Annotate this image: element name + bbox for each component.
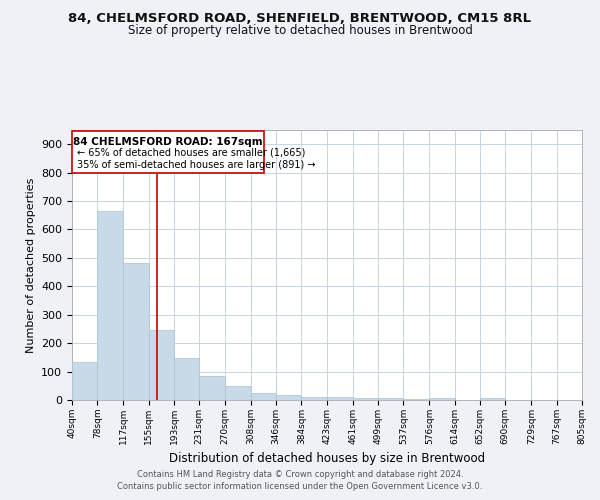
Bar xyxy=(301,397,328,400)
Bar xyxy=(328,398,353,400)
Text: Size of property relative to detached houses in Brentwood: Size of property relative to detached ho… xyxy=(128,24,472,37)
Bar xyxy=(353,398,378,400)
Bar xyxy=(480,398,505,400)
Text: Contains public sector information licensed under the Open Government Licence v3: Contains public sector information licen… xyxy=(118,482,482,491)
Bar xyxy=(378,398,403,400)
Bar xyxy=(199,376,226,400)
FancyBboxPatch shape xyxy=(72,132,264,172)
Text: Contains HM Land Registry data © Crown copyright and database right 2024.: Contains HM Land Registry data © Crown c… xyxy=(137,470,463,479)
Y-axis label: Number of detached properties: Number of detached properties xyxy=(26,178,35,352)
Bar xyxy=(226,386,251,400)
Bar xyxy=(97,211,124,400)
Bar xyxy=(403,398,430,400)
Bar xyxy=(124,262,149,400)
Text: 84, CHELMSFORD ROAD, SHENFIELD, BRENTWOOD, CM15 8RL: 84, CHELMSFORD ROAD, SHENFIELD, BRENTWOO… xyxy=(68,12,532,26)
Bar xyxy=(149,330,174,400)
X-axis label: Distribution of detached houses by size in Brentwood: Distribution of detached houses by size … xyxy=(169,452,485,466)
Text: 84 CHELMSFORD ROAD: 167sqm: 84 CHELMSFORD ROAD: 167sqm xyxy=(73,137,263,147)
Bar xyxy=(430,398,455,400)
Bar xyxy=(276,394,301,400)
Text: ← 65% of detached houses are smaller (1,665): ← 65% of detached houses are smaller (1,… xyxy=(77,147,305,157)
Bar xyxy=(251,393,276,400)
Bar xyxy=(174,358,199,400)
Text: 35% of semi-detached houses are larger (891) →: 35% of semi-detached houses are larger (… xyxy=(77,160,316,170)
Bar xyxy=(72,362,97,400)
